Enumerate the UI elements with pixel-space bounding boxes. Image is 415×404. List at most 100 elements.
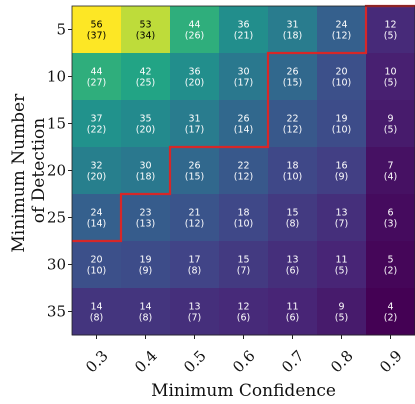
cell-value-label: 18 — [286, 161, 298, 172]
x-tick-label: 0.4 — [131, 347, 161, 377]
cell-secondary-label: (8) — [90, 313, 103, 324]
cell-value-label: 13 — [188, 302, 200, 313]
heatmap-cell — [121, 194, 171, 242]
heatmap-cell — [121, 6, 171, 54]
y-tick-label: 30 — [47, 256, 66, 274]
cell-secondary-label: (2) — [384, 266, 397, 277]
y-tick-label: 35 — [47, 303, 66, 321]
cell-value-label: 37 — [90, 114, 102, 125]
cell-secondary-label: (12) — [283, 125, 303, 136]
cell-value-label: 13 — [335, 208, 347, 219]
cell-secondary-label: (20) — [87, 172, 107, 183]
cell-secondary-label: (12) — [185, 219, 205, 230]
heatmap-cells — [72, 6, 415, 336]
heatmap-cell — [268, 100, 318, 148]
heatmap-cell — [219, 288, 269, 336]
heatmap-cell — [219, 53, 269, 101]
cell-secondary-label: (10) — [332, 78, 352, 89]
heatmap-cell — [317, 194, 367, 242]
cell-secondary-label: (14) — [234, 125, 254, 136]
cell-secondary-label: (20) — [185, 78, 205, 89]
heatmap-cell — [72, 100, 122, 148]
cell-secondary-label: (6) — [286, 313, 299, 324]
cell-secondary-label: (9) — [335, 172, 348, 183]
cell-value-label: 5 — [387, 255, 393, 266]
cell-value-label: 14 — [90, 302, 102, 313]
cell-value-label: 53 — [139, 20, 151, 31]
heatmap-cell — [317, 53, 367, 101]
cell-secondary-label: (5) — [384, 31, 397, 42]
heatmap-cell — [317, 6, 367, 54]
cell-secondary-label: (13) — [136, 219, 156, 230]
cell-value-label: 19 — [139, 255, 151, 266]
heatmap-cell — [121, 53, 171, 101]
cell-value-label: 15 — [286, 208, 298, 219]
cell-value-label: 26 — [188, 161, 200, 172]
cell-value-label: 21 — [188, 208, 200, 219]
cell-secondary-label: (7) — [188, 313, 201, 324]
heatmap-cell — [366, 53, 415, 101]
heatmap-cell — [219, 100, 269, 148]
cell-value-label: 31 — [286, 20, 298, 31]
y-tick-label: 10 — [47, 68, 66, 86]
cell-secondary-label: (20) — [136, 125, 156, 136]
cell-secondary-label: (12) — [234, 172, 254, 183]
x-tick-label: 0.9 — [376, 347, 406, 377]
cell-value-label: 12 — [384, 20, 396, 31]
x-tick-label: 0.5 — [180, 347, 210, 377]
cell-value-label: 30 — [139, 161, 151, 172]
heatmap-cell — [72, 288, 122, 336]
cell-secondary-label: (12) — [332, 31, 352, 42]
cell-value-label: 17 — [188, 255, 200, 266]
cell-secondary-label: (21) — [234, 31, 254, 42]
cell-secondary-label: (2) — [384, 313, 397, 324]
cell-secondary-label: (17) — [185, 125, 205, 136]
cell-secondary-label: (10) — [87, 266, 107, 277]
cell-value-label: 44 — [188, 20, 200, 31]
heatmap-cell — [366, 6, 415, 54]
cell-secondary-label: (10) — [332, 125, 352, 136]
heatmap-cell — [170, 288, 220, 336]
cell-secondary-label: (10) — [283, 172, 303, 183]
heatmap-cell — [366, 194, 415, 242]
heatmap-cell — [219, 147, 269, 195]
cell-secondary-label: (3) — [384, 219, 397, 230]
cell-value-label: 35 — [139, 114, 151, 125]
cell-value-label: 6 — [387, 208, 393, 219]
cell-secondary-label: (26) — [185, 31, 205, 42]
cell-secondary-label: (9) — [139, 266, 152, 277]
heatmap-cell — [268, 194, 318, 242]
heatmap-cell — [121, 147, 171, 195]
cell-value-label: 22 — [237, 161, 249, 172]
cell-secondary-label: (4) — [384, 172, 397, 183]
cell-secondary-label: (34) — [136, 31, 156, 42]
cell-secondary-label: (8) — [286, 219, 299, 230]
cell-secondary-label: (7) — [335, 219, 348, 230]
heatmap-cell — [268, 241, 318, 289]
heatmap-cell — [317, 100, 367, 148]
y-axis-title: Minimum Number of Detection — [9, 88, 49, 252]
heatmap-cell — [170, 194, 220, 242]
cell-value-label: 14 — [139, 302, 151, 313]
cell-value-label: 10 — [384, 67, 396, 78]
y-tick-label: 25 — [47, 209, 66, 227]
cell-secondary-label: (15) — [185, 172, 205, 183]
heatmap-cell — [72, 53, 122, 101]
x-tick-label: 0.8 — [327, 347, 357, 377]
y-tick-label: 5 — [56, 21, 66, 39]
cell-value-label: 30 — [237, 67, 249, 78]
cell-value-label: 36 — [188, 67, 200, 78]
x-axis-title: Minimum Confidence — [151, 381, 336, 401]
cell-value-label: 26 — [237, 114, 249, 125]
y-tick-label: 15 — [47, 115, 66, 133]
heatmap-cell — [268, 53, 318, 101]
heatmap-cell — [72, 6, 122, 54]
x-axis-ticks: 0.3 0.4 0.5 0.6 0.7 0.8 0.9 — [82, 335, 406, 376]
heatmap-cell — [366, 147, 415, 195]
cell-value-label: 24 — [335, 20, 347, 31]
cell-value-label: 42 — [139, 67, 151, 78]
cell-value-label: 19 — [335, 114, 347, 125]
y-axis-ticks: 5 10 15 20 25 30 35 — [47, 21, 72, 321]
heatmap-cell — [170, 100, 220, 148]
